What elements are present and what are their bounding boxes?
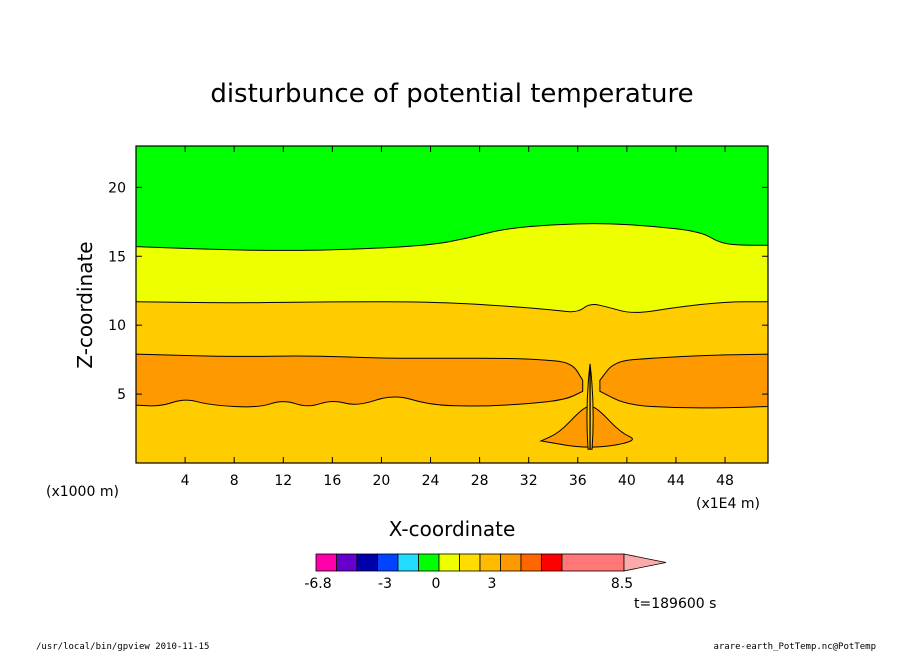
colorbar-cell [356, 553, 378, 572]
colorbar-cell [541, 553, 563, 572]
colorbar: -6.8 -3 0 3 8.5 [304, 553, 667, 592]
y-unit-label: (x1000 m) [46, 484, 119, 500]
chart-title: disturbunce of potential temperature [210, 79, 693, 109]
colorbar-tick-label: -6.8 [304, 576, 331, 592]
footer-left: /usr/local/bin/gpview 2010-11-15 [36, 642, 210, 652]
colorbar-cell [315, 553, 337, 572]
x-unit-label: (x1E4 m) [696, 496, 760, 512]
x-tick-label: 32 [520, 473, 538, 489]
x-tick-label: 4 [181, 473, 190, 489]
y-tick-label: 5 [117, 387, 126, 403]
colorbar-arrow [623, 553, 667, 572]
colorbar-cell [438, 553, 460, 572]
y-tick-label: 15 [108, 249, 126, 265]
time-label: t=189600 s [634, 596, 716, 612]
x-tick-label: 48 [716, 473, 734, 489]
colorbar-cell [377, 553, 399, 572]
colorbar-cell [397, 553, 419, 572]
colorbar-cell [418, 553, 440, 572]
x-tick-label: 16 [323, 473, 341, 489]
colorbar-cell [520, 553, 542, 572]
region-middle [136, 223, 768, 313]
warm-band-right [599, 353, 769, 409]
colorbar-tick-label: 8.5 [611, 576, 633, 592]
x-tick-label: 20 [373, 473, 391, 489]
contour-upper [135, 223, 768, 251]
plot-frame [135, 145, 769, 464]
x-tick-label: 8 [230, 473, 239, 489]
contour-middle [135, 301, 768, 313]
x-tick-label: 24 [422, 473, 440, 489]
colorbar-tick-label: -3 [378, 576, 392, 592]
colorbar-cell [336, 553, 358, 572]
warm-band-left [135, 353, 584, 408]
y-axis-label: Z-coordinate [73, 241, 97, 368]
colorbar-cell-wide [561, 553, 625, 572]
x-tick-label: 40 [618, 473, 636, 489]
colorbar-tick-label: 0 [432, 576, 441, 592]
y-tick-label: 10 [108, 318, 126, 334]
x-tick-label: 44 [667, 473, 685, 489]
region-upper [136, 146, 768, 251]
footer-right: arare-earth_PotTemp.nc@PotTemp [713, 642, 876, 652]
colorbar-cell [500, 553, 522, 572]
x-tick-label: 36 [569, 473, 587, 489]
y-tick-label: 20 [108, 180, 126, 196]
x-tick-label: 28 [471, 473, 489, 489]
colorbar-cell [459, 553, 481, 572]
x-axis-label: X-coordinate [389, 517, 516, 541]
colorbar-cell [479, 553, 501, 572]
colorbar-tick-label: 3 [488, 576, 497, 592]
x-tick-label: 12 [274, 473, 292, 489]
